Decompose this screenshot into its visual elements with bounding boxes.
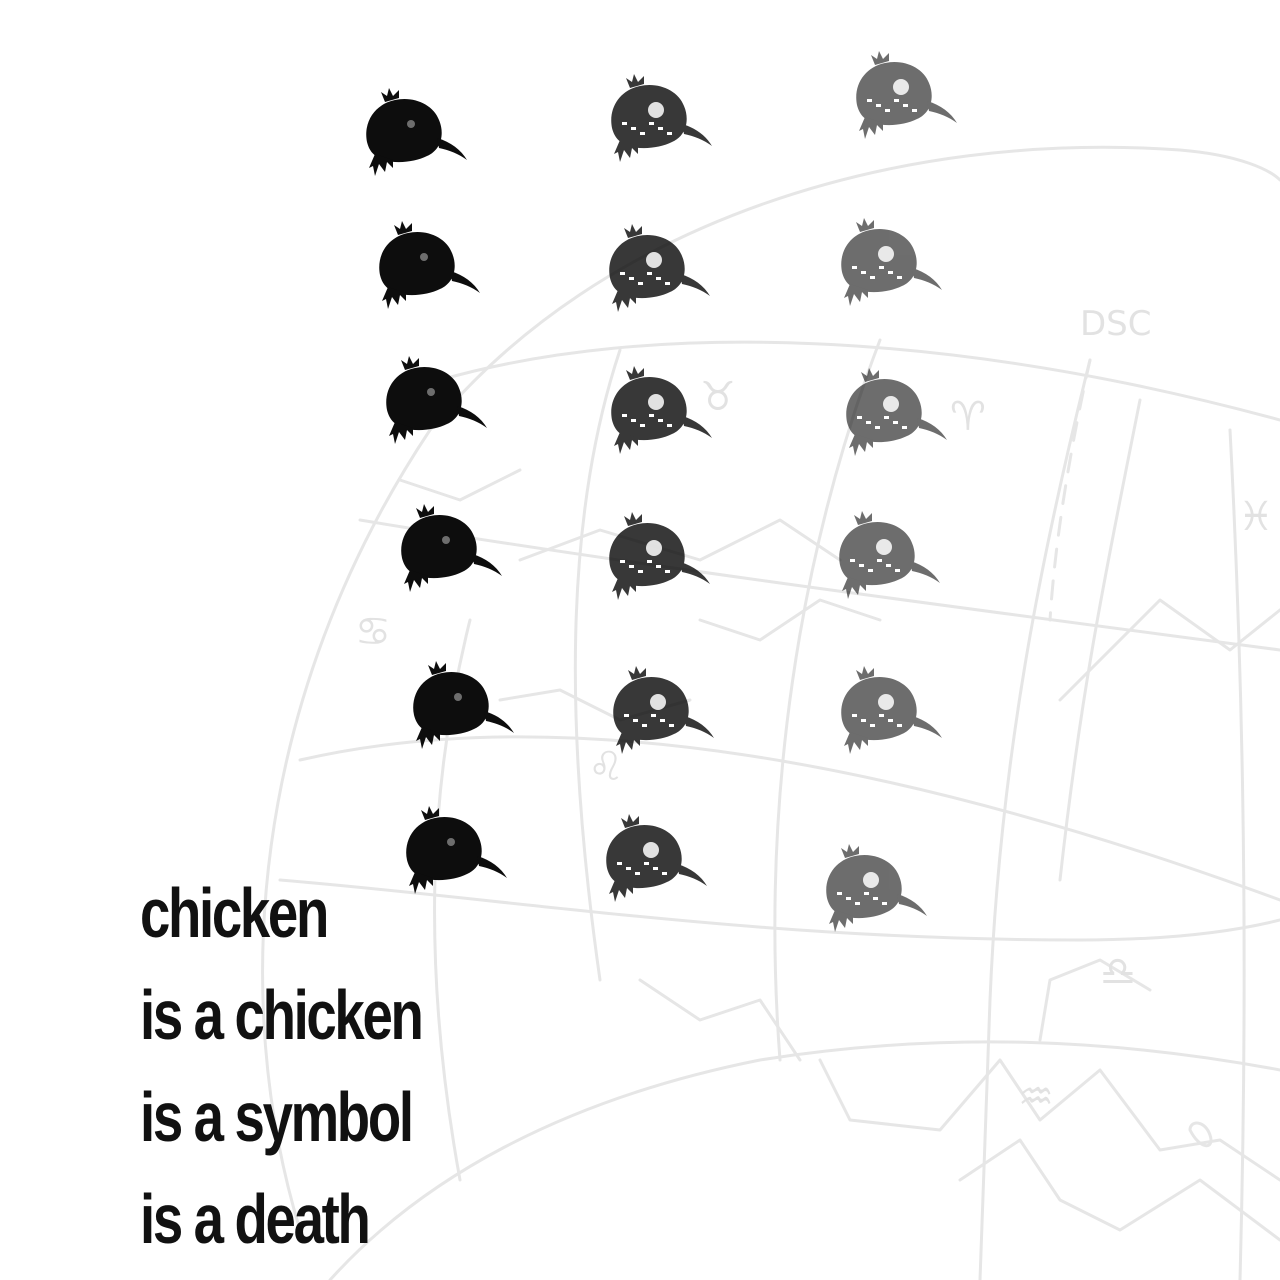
- chicken-head-stamp: [841, 666, 942, 754]
- chicken-head-stamp: [611, 74, 712, 162]
- chicken-head-stamp: [606, 814, 707, 902]
- poem-line-1: chicken: [140, 874, 329, 952]
- leo-glyph-icon: ♌: [588, 744, 624, 790]
- poem-line-3: is a symbol: [140, 1078, 414, 1156]
- map-label-dsc: DSC: [1080, 304, 1152, 344]
- chicken-head-stamp: [379, 221, 480, 309]
- chicken-head-stamp: [609, 512, 710, 600]
- poem-line-4: is a death: [140, 1180, 371, 1258]
- map-labels: DSC ♉ ♈ ♓ ♋ ♌ ♎ ♒: [355, 304, 1274, 1120]
- taurus-glyph-icon: ♉: [700, 374, 736, 420]
- chicken-head-stamp: [856, 51, 957, 139]
- chicken-head-stamp: [386, 356, 487, 444]
- libra-glyph-icon: ♎: [1100, 949, 1136, 995]
- poem-line-2: is a chicken: [140, 976, 424, 1054]
- pisces-glyph-icon: ♓: [1238, 494, 1274, 540]
- aries-glyph-icon: ♈: [950, 394, 986, 440]
- chicken-head-stamp: [826, 844, 927, 932]
- chicken-head-stamp: [613, 666, 714, 754]
- chicken-heads: [366, 51, 957, 932]
- chicken-head-stamp: [413, 661, 514, 749]
- aquarius-glyph-icon: ♒: [1018, 1074, 1054, 1120]
- cancer-glyph-icon: ♋: [355, 609, 391, 655]
- chicken-head-stamp: [366, 88, 467, 176]
- chicken-head-stamp: [611, 366, 712, 454]
- chicken-head-stamp: [841, 218, 942, 306]
- poem-text: chicken is a chicken is a symbol is a de…: [140, 862, 501, 1270]
- chicken-head-stamp: [839, 511, 940, 599]
- chicken-head-stamp: [846, 368, 947, 456]
- chicken-head-stamp: [401, 504, 502, 592]
- chicken-head-stamp: [406, 806, 507, 894]
- chicken-head-stamp: [609, 224, 710, 312]
